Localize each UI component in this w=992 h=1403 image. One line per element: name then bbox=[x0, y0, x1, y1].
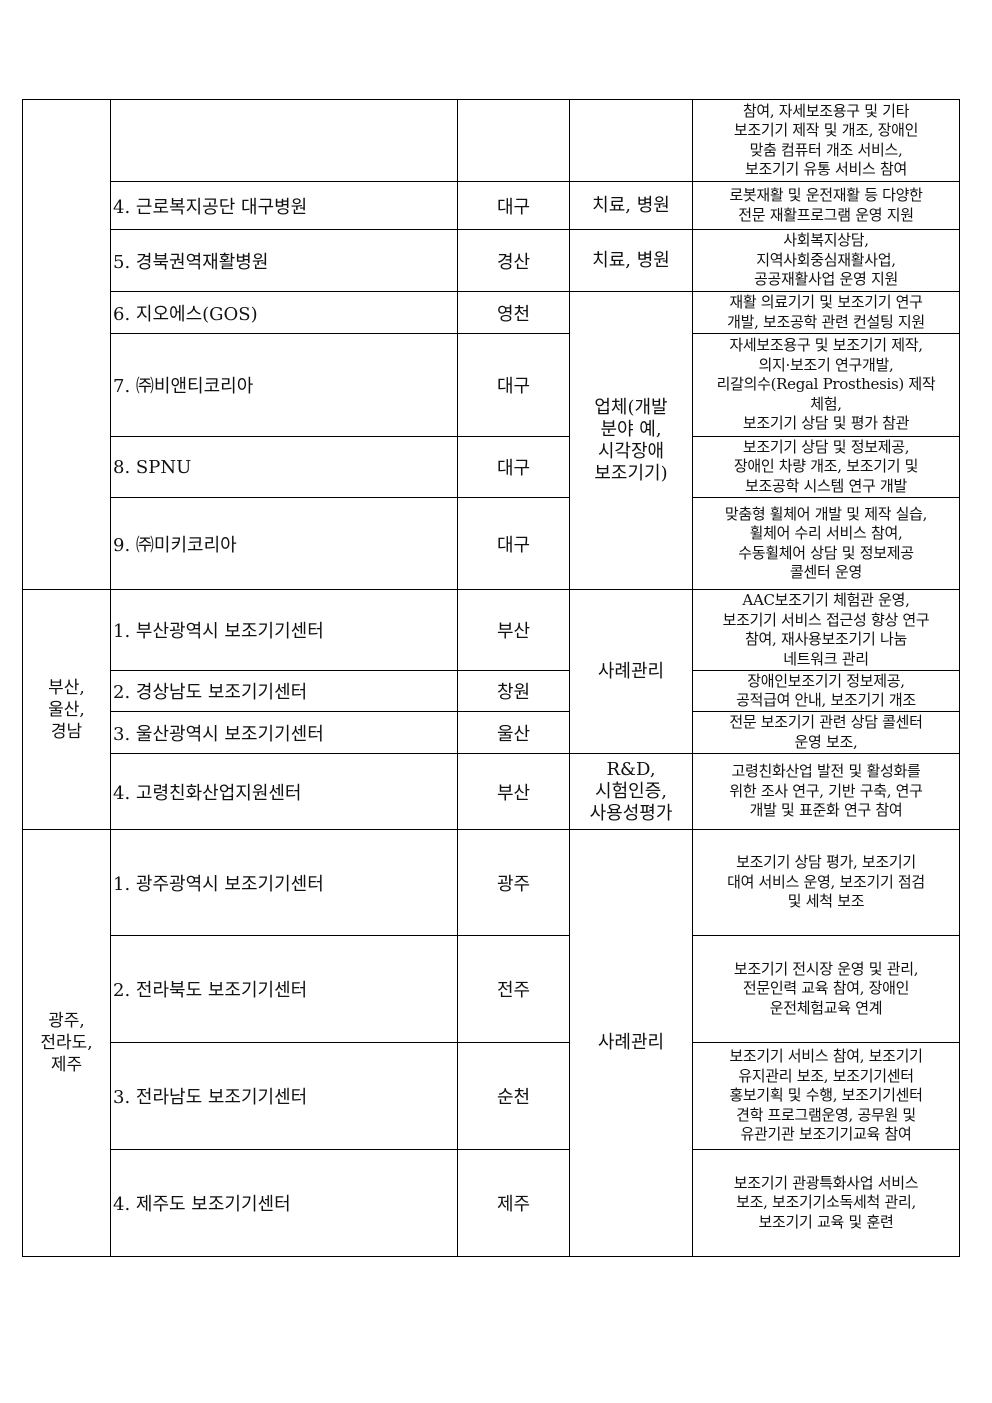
description: AAC보조기기 체험관 운영, 보조기기 서비스 접근성 향상 연구 참여, 재… bbox=[692, 589, 960, 671]
location: 부산 bbox=[457, 589, 570, 671]
description: 보조기기 서비스 참여, 보조기기 유지관리 보조, 보조기기센터 홍보기획 및… bbox=[692, 1042, 960, 1150]
institution-name: 3. 전라남도 보조기기센터 bbox=[110, 1042, 458, 1150]
description: 보조기기 상담 및 정보제공, 장애인 차량 개조, 보조기기 및 보조공학 시… bbox=[692, 436, 960, 498]
table-row: 3. 울산광역시 보조기기센터 울산 전문 보조기기 관련 상담 콜센터 운영 … bbox=[23, 711, 960, 754]
institution-table: 참여, 자세보조용구 및 기타 보조기기 제작 및 개조, 장애인 맞춤 컴퓨터… bbox=[22, 99, 960, 1257]
type-company: 업체(개발 분야 예, 시각장애 보조기기) bbox=[569, 291, 693, 590]
table-row: 4. 근로복지공단 대구병원 대구 치료, 병원 로봇재활 및 운전재활 등 다… bbox=[23, 181, 960, 230]
type: R&D, 시험인증, 사용성평가 bbox=[569, 753, 693, 830]
institution-name: 4. 고령친화산업지원센터 bbox=[110, 753, 458, 830]
location: 대구 bbox=[457, 333, 570, 437]
location: 순천 bbox=[457, 1042, 570, 1150]
type: 치료, 병원 bbox=[569, 229, 693, 292]
table-row: 부산, 울산, 경남 1. 부산광역시 보조기기센터 부산 사례관리 AAC보조… bbox=[22, 589, 960, 830]
institution-name: 6. 지오에스(GOS) bbox=[110, 291, 458, 334]
table-row: 4. 제주도 보조기기센터 제주 보조기기 관광특화사업 서비스 보조, 보조기… bbox=[23, 1149, 960, 1257]
location: 영천 bbox=[457, 291, 570, 334]
location: 제주 bbox=[457, 1149, 570, 1257]
type-case-management: 사례관리 bbox=[569, 829, 693, 1257]
table-row: 광주, 전라도, 제주 1. 광주광역시 보조기기센터 광주 사례관리 보조기기… bbox=[22, 829, 960, 1257]
description: 자세보조용구 및 보조기기 제작, 의지·보조기 연구개발, 리갈의수(Rega… bbox=[692, 333, 960, 437]
description: 전문 보조기기 관련 상담 콜센터 운영 보조, bbox=[692, 711, 960, 754]
location: 대구 bbox=[457, 497, 570, 590]
institution-name: 2. 경상남도 보조기기센터 bbox=[110, 670, 458, 712]
type: 치료, 병원 bbox=[569, 181, 693, 230]
region-cell-gwangju: 광주, 전라도, 제주 bbox=[22, 829, 111, 1257]
description: 보조기기 관광특화사업 서비스 보조, 보조기기소독세척 관리, 보조기기 교육… bbox=[692, 1149, 960, 1257]
description: 참여, 자세보조용구 및 기타 보조기기 제작 및 개조, 장애인 맞춤 컴퓨터… bbox=[692, 99, 960, 182]
table-row: 5. 경북권역재활병원 경산 치료, 병원 사회복지상담, 지역사회중심재활사업… bbox=[23, 229, 960, 292]
table-row: 7. ㈜비앤티코리아 대구 자세보조용구 및 보조기기 제작, 의지·보조기 연… bbox=[23, 333, 960, 437]
location: 광주 bbox=[457, 829, 570, 936]
description: 보조기기 상담 평가, 보조기기 대여 서비스 운영, 보조기기 점검 및 세척… bbox=[692, 829, 960, 936]
table-row: 8. SPNU 대구 보조기기 상담 및 정보제공, 장애인 차량 개조, 보조… bbox=[23, 436, 960, 498]
description: 맞춤형 휠체어 개발 및 제작 실습, 휠체어 수리 서비스 참여, 수동휠체어… bbox=[692, 497, 960, 590]
description: 보조기기 전시장 운영 및 관리, 전문인력 교육 참여, 장애인 운전체험교육… bbox=[692, 935, 960, 1043]
location: 대구 bbox=[457, 436, 570, 498]
table-row: 9. ㈜미키코리아 대구 맞춤형 휠체어 개발 및 제작 실습, 휠체어 수리 … bbox=[23, 497, 960, 590]
institution-name: 4. 제주도 보조기기센터 bbox=[110, 1149, 458, 1257]
table-row: 4. 고령친화산업지원센터 부산 R&D, 시험인증, 사용성평가 고령친화산업… bbox=[23, 753, 960, 830]
location: 경산 bbox=[457, 229, 570, 292]
table-row: 2. 전라북도 보조기기센터 전주 보조기기 전시장 운영 및 관리, 전문인력… bbox=[23, 935, 960, 1043]
institution-name: 1. 부산광역시 보조기기센터 bbox=[110, 589, 458, 671]
institution-name: 7. ㈜비앤티코리아 bbox=[110, 333, 458, 437]
table-row: 3. 전라남도 보조기기센터 순천 보조기기 서비스 참여, 보조기기 유지관리… bbox=[23, 1042, 960, 1150]
region-cell-daegu-gyeongbuk bbox=[22, 99, 111, 590]
location bbox=[457, 99, 570, 182]
institution-name: 4. 근로복지공단 대구병원 bbox=[110, 181, 458, 230]
type-case-management: 사례관리 bbox=[569, 589, 693, 754]
institution-name: 5. 경북권역재활병원 bbox=[110, 229, 458, 292]
description: 고령친화산업 발전 및 활성화를 위한 조사 연구, 기반 구축, 연구 개발 … bbox=[692, 753, 960, 830]
table-row: 참여, 자세보조용구 및 기타 보조기기 제작 및 개조, 장애인 맞춤 컴퓨터… bbox=[22, 99, 960, 590]
location: 대구 bbox=[457, 181, 570, 230]
description: 재활 의료기기 및 보조기기 연구 개발, 보조공학 관련 컨설팅 지원 bbox=[692, 291, 960, 334]
institution-name: 3. 울산광역시 보조기기센터 bbox=[110, 711, 458, 754]
institution-name: 1. 광주광역시 보조기기센터 bbox=[110, 829, 458, 936]
description: 사회복지상담, 지역사회중심재활사업, 공공재활사업 운영 지원 bbox=[692, 229, 960, 292]
table-row: 2. 경상남도 보조기기센터 창원 장애인보조기기 정보제공, 공적급여 안내,… bbox=[23, 670, 960, 712]
description: 로봇재활 및 운전재활 등 다양한 전문 재활프로그램 운영 지원 bbox=[692, 181, 960, 230]
location: 전주 bbox=[457, 935, 570, 1043]
institution-name: 2. 전라북도 보조기기센터 bbox=[110, 935, 458, 1043]
institution-name: 8. SPNU bbox=[110, 436, 458, 498]
description: 장애인보조기기 정보제공, 공적급여 안내, 보조기기 개조 bbox=[692, 670, 960, 712]
location: 부산 bbox=[457, 753, 570, 830]
location: 창원 bbox=[457, 670, 570, 712]
table-row: 6. 지오에스(GOS) 영천 업체(개발 분야 예, 시각장애 보조기기) 재… bbox=[23, 291, 960, 590]
region-cell-busan: 부산, 울산, 경남 bbox=[22, 589, 111, 830]
location: 울산 bbox=[457, 711, 570, 754]
institution-name bbox=[110, 99, 458, 182]
institution-name: 9. ㈜미키코리아 bbox=[110, 497, 458, 590]
type bbox=[569, 99, 693, 182]
